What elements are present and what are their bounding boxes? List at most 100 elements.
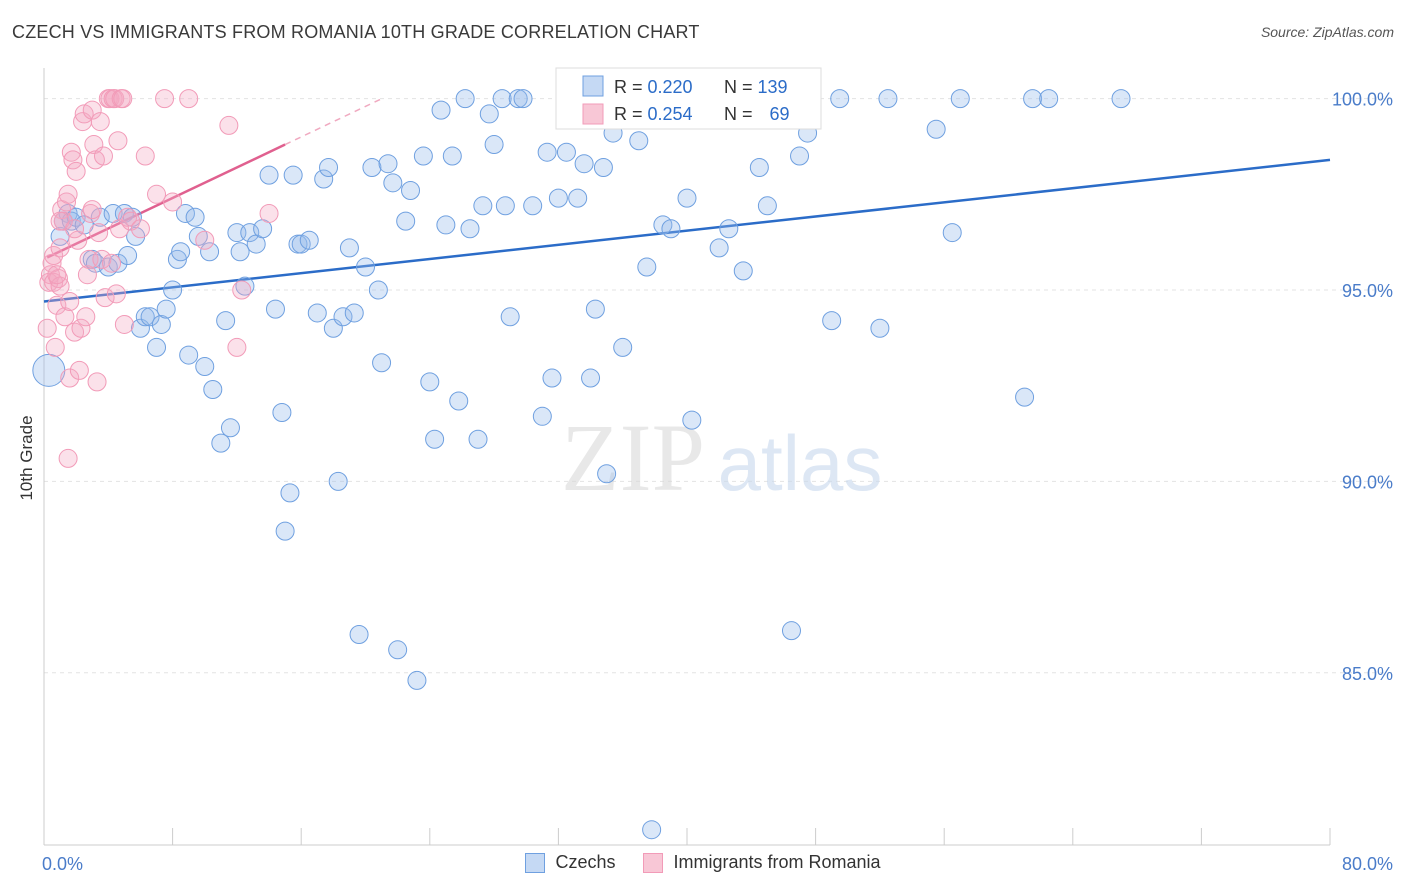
czech-point [436,215,456,235]
romania-point [105,89,125,109]
romania-point [87,372,107,392]
czech-point [32,353,66,387]
czech-point [299,230,319,250]
czech-point [283,165,303,185]
legend-swatch-romania [582,103,604,125]
czech-point [568,188,588,208]
romania-point [110,219,130,239]
romania-point [113,89,133,109]
legend-r-label-2: R = [614,104,648,124]
romania-point [76,307,96,327]
legend-n-label-2: N = [724,104,758,124]
legend-item-czechs[interactable]: Czechs [525,852,615,873]
points [32,89,1131,840]
czech-point [235,276,255,296]
romania-point [89,223,109,243]
romania-point [47,295,67,315]
svg-text:N = 69: N = 69 [724,104,790,124]
czech-point [171,242,191,262]
svg-text:R = 0.220: R = 0.220 [614,77,693,97]
czech-point [878,89,898,109]
czech-point [556,142,576,162]
romania-point [47,265,67,285]
czech-point [185,207,205,227]
watermark-atlas: atlas [718,419,883,507]
watermark: ZIP atlas [561,404,882,511]
romania-point [60,368,80,388]
czech-point [240,223,260,243]
czech-point [407,670,427,690]
czech-point [537,142,557,162]
romania-trend-extension [284,98,382,146]
czech-point [442,146,462,166]
czech-point [356,257,375,277]
legend-r-value-1: 0.220 [648,77,693,97]
czech-point [629,131,649,151]
czech-point [468,429,488,449]
romania-point [58,184,78,204]
romania-point [93,146,113,166]
czech-point [280,483,300,503]
czech-point [781,621,801,641]
czech-point [425,429,445,449]
legend-n-value-2: 69 [770,104,790,124]
czech-point [167,249,187,269]
legend-r-value-2: 0.254 [648,104,693,124]
czech-point [98,257,118,277]
romania-point [39,272,59,292]
czech-point [500,307,520,327]
czech-point [140,307,160,327]
romania-point [259,203,279,223]
czech-point [733,261,753,281]
legend-swatch [525,852,546,873]
czech-point [449,391,469,411]
svg-text:R = 0.254: R = 0.254 [614,104,693,124]
legend-r-label-1: R = [614,77,648,97]
czech-point [942,223,962,243]
czech-point [532,406,552,426]
czech-point [388,640,408,660]
chart-title: CZECH VS IMMIGRANTS FROM ROMANIA 10TH GR… [12,22,700,42]
romania-point [50,276,70,296]
czech-point [349,624,369,644]
romania-point [50,238,70,258]
romania-point [219,115,239,135]
czech-point [259,165,279,185]
czech-point [790,146,810,166]
romania-point [121,211,141,231]
czech-point [147,337,167,357]
romania-point [60,291,80,311]
legend-n-value-1: 139 [758,77,788,97]
romania-point [68,230,88,250]
czech-point [460,219,480,239]
romania-point [106,284,126,304]
czech-point [637,257,657,277]
romania-point [63,150,83,170]
romania-point [65,219,85,239]
romania-point [95,288,115,308]
y-tick-label-3: 85.0% [1342,664,1393,684]
czech-point [220,418,240,438]
romania-point [114,314,134,334]
czech-point [926,119,946,139]
czech-point [413,146,433,166]
czech-point [508,89,528,109]
romania-point [82,200,102,220]
czech-point [431,100,451,120]
czech-point [275,521,295,541]
czech-point [581,368,601,388]
romania-point [61,142,81,162]
legend-item-romania[interactable]: Immigrants from Romania [643,852,881,873]
czech-point [870,318,890,338]
czech-point [420,372,440,392]
romania-point [195,230,215,250]
czech-point [682,410,702,430]
czech-point [368,280,388,300]
czech-point [179,345,199,365]
watermark-zip: ZIP [561,404,705,511]
czech-point [830,89,850,109]
czech-point [90,207,110,227]
czech-point [314,169,334,189]
czech-point [333,307,353,327]
czech-point [396,211,416,231]
